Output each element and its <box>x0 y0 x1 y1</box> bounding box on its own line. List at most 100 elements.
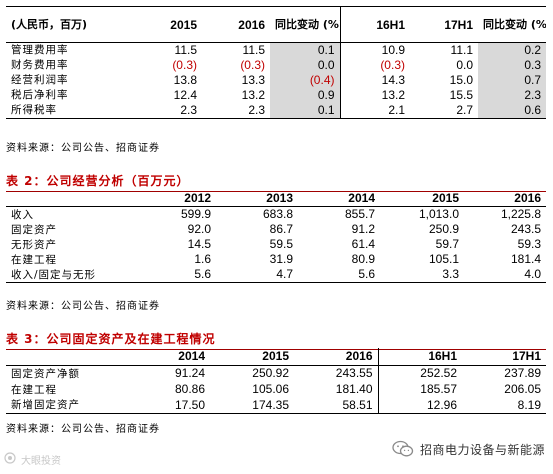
header-yoy-change-h1: 同比变动 (%) <box>478 6 546 43</box>
header-2016: 2016 <box>294 348 378 366</box>
cell: 13.3 <box>241 73 265 87</box>
header-2013: 2013 <box>216 190 298 207</box>
row-label: 新增固定资产 <box>6 397 126 414</box>
cell: 2.3 <box>202 103 270 119</box>
cell: 61.4 <box>351 237 375 251</box>
cell: 5.6 <box>298 266 380 283</box>
header-16h1: 16H1 <box>339 6 410 43</box>
table-row: 新增固定资产 17.50 174.35 58.51 12.96 8.19 <box>6 397 546 414</box>
cell: 185.57 <box>377 381 462 397</box>
cell: 5.6 <box>134 266 216 283</box>
header-blank <box>6 190 134 207</box>
row-label: 在建工程 <box>11 253 57 266</box>
table1-source: 资料来源：公司公告、招商证券 <box>6 143 160 154</box>
table-row: 固定资产 92.0 86.7 91.2 250.9 243.5 <box>6 222 546 237</box>
cell: 2.7 <box>410 103 478 119</box>
cell: 14.3 <box>339 73 410 88</box>
cell: 12.4 <box>173 88 197 102</box>
margin-analysis-table: (人民币，百万) 2015 2016 同比变动 (%) 16H1 17H1 同比… <box>6 6 546 119</box>
cell: 0.7 <box>478 73 546 88</box>
cell: 8.19 <box>462 397 546 414</box>
table-header-row: 2012 2013 2014 2015 2016 <box>6 190 546 207</box>
header-17h1: 17H1 <box>462 348 546 366</box>
cell: 3.3 <box>380 266 464 283</box>
cell: 105.06 <box>252 382 289 396</box>
cell: 59.3 <box>517 237 541 251</box>
table2-title: 表 2：公司经营分析（百万元） <box>6 172 546 192</box>
watermark-left-text: 大眼投资 <box>21 456 61 467</box>
row-label: 所得税率 <box>6 103 134 119</box>
cell: 181.40 <box>335 382 373 396</box>
row-label: 税后净利率 <box>11 89 69 101</box>
table-header-row: (人民币，百万) 2015 2016 同比变动 (%) 16H1 17H1 同比… <box>6 6 546 43</box>
cell: 14.5 <box>187 237 211 251</box>
cell: 174.35 <box>210 397 294 414</box>
cell: 2.3 <box>478 88 546 103</box>
header-unit: (人民币，百万) <box>6 6 134 43</box>
cell: 13.2 <box>241 88 265 102</box>
watermark-right: 招商电力设备与新能源 <box>392 440 545 458</box>
table-row: 无形资产 14.5 59.5 61.4 59.7 59.3 <box>6 237 546 252</box>
table-row: 财务费用率 (0.3) (0.3) 0.0 (0.3) 0.0 0.3 <box>6 58 546 73</box>
row-label: 收入 <box>11 208 34 221</box>
cell: 59.5 <box>269 237 293 251</box>
cell: 13.8 <box>173 73 197 87</box>
row-label: 固定资产净额 <box>11 367 80 380</box>
cell: 11.5 <box>242 43 265 57</box>
cell: (0.3) <box>172 58 197 72</box>
cell: 0.3 <box>478 58 546 73</box>
operating-analysis-table: 2012 2013 2014 2015 2016 收入 599.9 683.8 … <box>6 190 546 283</box>
cell: 80.86 <box>174 382 205 396</box>
cell: 91.2 <box>351 222 375 236</box>
watermark-logo-icon <box>4 452 18 467</box>
cell: 4.0 <box>464 266 546 283</box>
header-2014: 2014 <box>298 190 380 207</box>
cell: 206.05 <box>504 382 541 396</box>
cell: 1,013.0 <box>418 207 459 221</box>
cell: 0.2 <box>478 42 546 58</box>
cell: 80.9 <box>351 252 375 266</box>
cell: 0.0 <box>270 58 340 73</box>
fixed-assets-table: 2014 2015 2016 16H1 17H1 固定资产净额 91.24 25… <box>6 348 546 414</box>
cell: 237.89 <box>504 366 541 381</box>
table3-source: 资料来源：公司公告、招商证券 <box>6 424 160 435</box>
header-blank <box>6 348 126 366</box>
cell: 243.55 <box>335 366 373 381</box>
row-label: 在建工程 <box>11 383 57 396</box>
table-row: 管理费用率 11.5 11.5 0.1 10.9 11.1 0.2 <box>6 42 546 58</box>
table-row: 在建工程 80.86 105.06 181.40 185.57 206.05 <box>6 381 546 397</box>
cell: 12.96 <box>377 397 462 414</box>
cell: (0.3) <box>240 58 265 72</box>
table3-title: 表 3：公司固定资产及在建工程情况 <box>6 330 546 350</box>
cell: 181.4 <box>510 252 541 266</box>
cell: 250.9 <box>428 222 459 236</box>
row-label: 管理费用率 <box>11 44 69 56</box>
header-2015: 2015 <box>380 190 464 207</box>
header-2015: 2015 <box>134 6 202 43</box>
cell: 17.50 <box>126 397 210 414</box>
cell: 2.3 <box>134 103 202 119</box>
cell: 13.2 <box>339 88 410 103</box>
table-row: 固定资产净额 91.24 250.92 243.55 252.52 237.89 <box>6 365 546 381</box>
table2-source: 资料来源：公司公告、招商证券 <box>6 301 160 312</box>
header-yoy-change: 同比变动 (%) <box>270 6 340 43</box>
cell: 1.6 <box>194 252 211 266</box>
table-row: 收入/固定与无形 5.6 4.7 5.6 3.3 4.0 <box>6 266 546 283</box>
cell: 250.92 <box>252 366 289 381</box>
row-label: 无形资产 <box>11 238 57 251</box>
cell: 15.0 <box>449 73 473 87</box>
row-label: 收入/固定与无形 <box>6 266 134 283</box>
header-2015: 2015 <box>210 348 294 366</box>
watermark-left: 大眼投资 <box>4 452 61 467</box>
watermark-right-text: 招商电力设备与新能源 <box>419 442 545 457</box>
cell: 58.51 <box>294 397 378 414</box>
cell: 683.8 <box>262 207 293 221</box>
cell: 31.9 <box>269 252 293 266</box>
cell: 91.24 <box>174 366 205 381</box>
cell: 0.9 <box>270 88 340 103</box>
table-header-row: 2014 2015 2016 16H1 17H1 <box>6 348 546 366</box>
row-label: 经营利润率 <box>11 74 69 86</box>
cell: 4.7 <box>216 266 298 283</box>
table-row: 经营利润率 13.8 13.3 (0.4) 14.3 15.0 0.7 <box>6 73 546 88</box>
table-row: 在建工程 1.6 31.9 80.9 105.1 181.4 <box>6 252 546 267</box>
